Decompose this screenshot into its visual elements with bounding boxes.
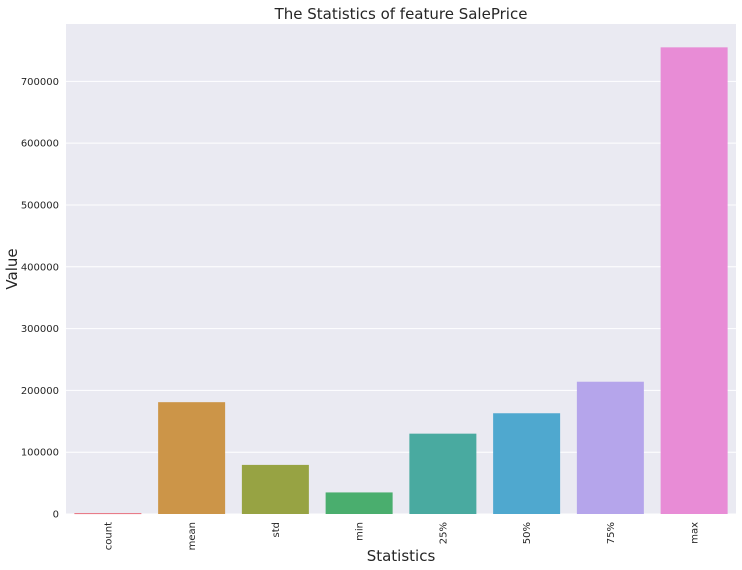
bar-std bbox=[241, 464, 309, 514]
bar-count bbox=[74, 513, 142, 515]
bars bbox=[74, 47, 728, 515]
bar-75pct bbox=[576, 381, 644, 514]
x-tick-label: min bbox=[355, 522, 366, 541]
x-tick-labels: count mean std min 25% 50% 75% max bbox=[103, 522, 700, 550]
x-tick-label: mean bbox=[187, 522, 198, 550]
x-tick-label: 75% bbox=[606, 522, 617, 544]
y-tick-label: 600000 bbox=[21, 139, 59, 150]
y-tick-label: 400000 bbox=[21, 262, 59, 273]
x-tick-label: 50% bbox=[522, 522, 533, 544]
bar-mean bbox=[158, 402, 226, 514]
y-tick-label: 300000 bbox=[21, 324, 59, 335]
y-tick-label: 500000 bbox=[21, 200, 59, 211]
bar-min bbox=[325, 492, 393, 514]
x-tick-label: count bbox=[103, 522, 114, 550]
y-axis-title: Value bbox=[3, 248, 21, 289]
bar-50pct bbox=[493, 413, 561, 514]
x-tick-label: max bbox=[690, 522, 701, 544]
y-tick-label: 200000 bbox=[21, 386, 59, 397]
bar-max bbox=[660, 47, 728, 514]
x-axis-title: Statistics bbox=[367, 547, 436, 565]
y-tick-label: 700000 bbox=[21, 77, 59, 88]
y-tick-label: 0 bbox=[53, 510, 59, 521]
y-tick-label: 100000 bbox=[21, 448, 59, 459]
x-tick-label: 25% bbox=[438, 522, 449, 544]
y-tick-labels: 0 100000 200000 300000 400000 500000 600000 700… bbox=[21, 77, 59, 521]
x-tick-label: std bbox=[271, 522, 282, 537]
bar-25pct bbox=[409, 433, 477, 514]
chart-title: The Statistics of feature SalePrice bbox=[274, 5, 528, 23]
